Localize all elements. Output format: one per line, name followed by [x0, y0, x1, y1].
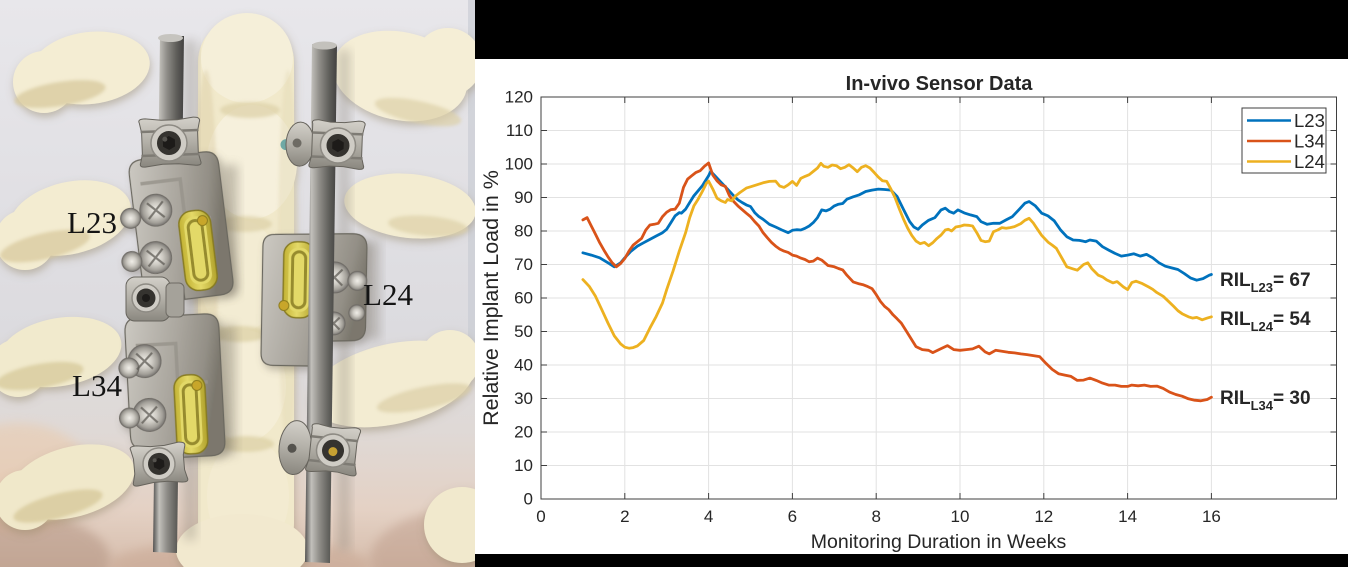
- svg-text:80: 80: [514, 222, 533, 241]
- svg-text:110: 110: [506, 121, 533, 140]
- svg-text:8: 8: [871, 507, 880, 526]
- svg-text:120: 120: [505, 88, 533, 107]
- svg-text:90: 90: [514, 188, 533, 207]
- svg-text:60: 60: [514, 289, 533, 308]
- svg-text:4: 4: [704, 507, 713, 526]
- svg-text:2: 2: [620, 507, 629, 526]
- svg-text:In-vivo Sensor Data: In-vivo Sensor Data: [846, 73, 1034, 95]
- svg-text:30: 30: [514, 389, 533, 408]
- svg-text:L24: L24: [1294, 151, 1325, 172]
- svg-text:L24: L24: [363, 277, 413, 312]
- svg-text:70: 70: [514, 255, 533, 274]
- svg-text:14: 14: [1118, 507, 1137, 526]
- svg-text:20: 20: [514, 423, 533, 442]
- svg-text:L23: L23: [67, 205, 117, 240]
- svg-text:100: 100: [505, 155, 533, 174]
- svg-text:RILL34= 30: RILL34= 30: [1220, 388, 1311, 413]
- svg-text:50: 50: [514, 322, 533, 341]
- svg-text:6: 6: [788, 507, 797, 526]
- svg-text:12: 12: [1034, 507, 1053, 526]
- svg-text:10: 10: [951, 507, 970, 526]
- svg-text:L34: L34: [72, 368, 122, 403]
- svg-text:0: 0: [524, 490, 533, 509]
- svg-text:L23: L23: [1294, 110, 1325, 131]
- svg-text:16: 16: [1202, 507, 1221, 526]
- svg-text:0: 0: [536, 507, 545, 526]
- svg-text:10: 10: [514, 456, 533, 475]
- svg-text:Relative Implant Load in %: Relative Implant Load in %: [479, 170, 503, 426]
- svg-text:Monitoring Duration in Weeks: Monitoring Duration in Weeks: [811, 531, 1067, 553]
- svg-text:L34: L34: [1294, 131, 1325, 152]
- svg-text:RILL23= 67: RILL23= 67: [1220, 270, 1311, 295]
- svg-text:40: 40: [514, 356, 533, 375]
